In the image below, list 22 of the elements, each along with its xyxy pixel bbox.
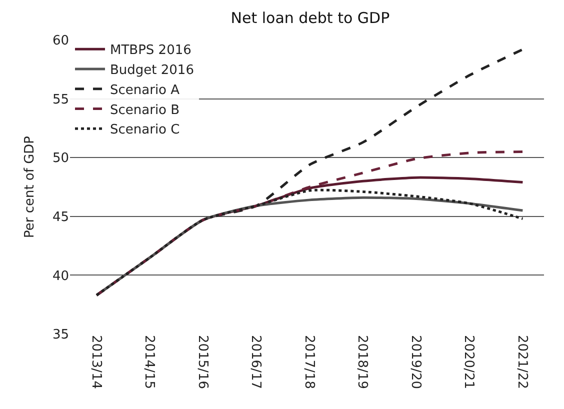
- x-tick-label: 2021/22: [514, 335, 530, 390]
- x-tick-label: 2018/19: [354, 335, 370, 390]
- y-axis-title: Per cent of GDP: [22, 136, 38, 238]
- y-tick-label: 45: [52, 210, 69, 225]
- x-tick-label: 2014/15: [142, 335, 157, 390]
- legend-label: Scenario C: [110, 122, 180, 138]
- x-tick-label: 2019/20: [408, 335, 423, 390]
- chart-title: Net loan debt to GDP: [230, 8, 390, 27]
- y-tick-label: 55: [52, 92, 69, 108]
- x-tick-label: 2020/21: [461, 335, 476, 390]
- legend-label: Scenario B: [110, 102, 180, 118]
- x-tick-label: 2013/14: [88, 335, 104, 390]
- legend-label: MTBPS 2016: [110, 43, 192, 58]
- x-tick-label: 2016/17: [248, 335, 264, 390]
- x-tick-label: 2017/18: [301, 335, 316, 390]
- y-tick-label: 50: [52, 151, 69, 166]
- y-tick-label: 35: [52, 328, 69, 343]
- y-tick-label: 40: [52, 268, 69, 284]
- y-tick-label: 60: [52, 34, 69, 49]
- legend-label: Budget 2016: [110, 63, 194, 78]
- legend-label: Scenario A: [110, 82, 180, 98]
- x-tick-label: 2015/16: [194, 335, 210, 390]
